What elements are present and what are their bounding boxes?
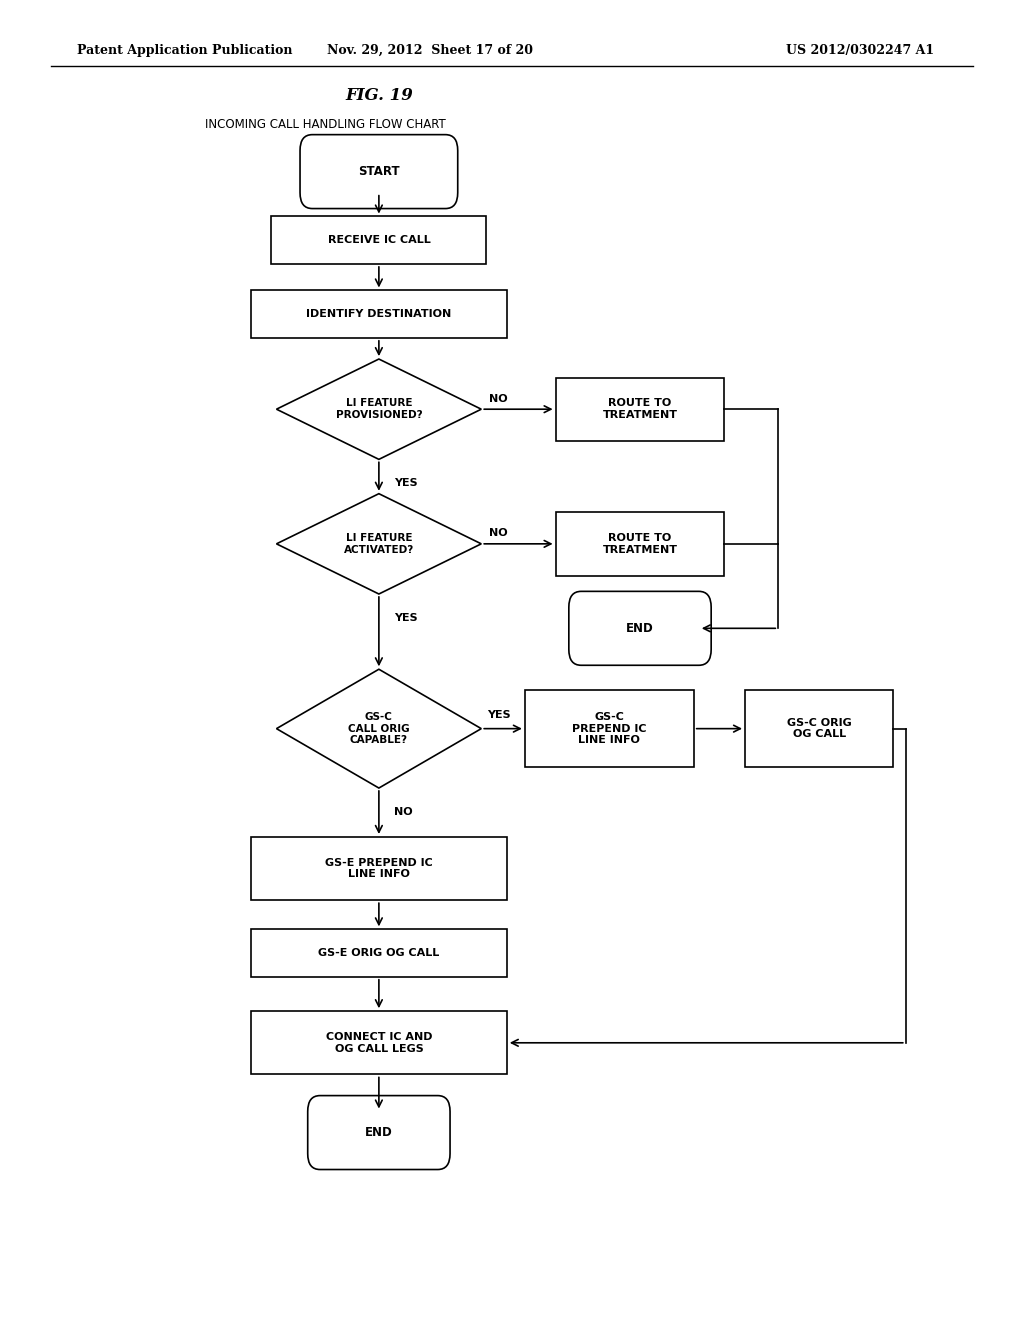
Text: ROUTE TO
TREATMENT: ROUTE TO TREATMENT: [602, 533, 678, 554]
Bar: [555, 378, 725, 441]
Text: YES: YES: [394, 478, 418, 488]
Bar: [251, 837, 507, 900]
Bar: [251, 1011, 507, 1074]
Text: RECEIVE IC CALL: RECEIVE IC CALL: [328, 235, 430, 246]
Bar: [555, 512, 725, 576]
Text: LI FEATURE
ACTIVATED?: LI FEATURE ACTIVATED?: [344, 533, 414, 554]
Text: GS-E PREPEND IC
LINE INFO: GS-E PREPEND IC LINE INFO: [325, 858, 433, 879]
Text: GS-E ORIG OG CALL: GS-E ORIG OG CALL: [318, 948, 439, 958]
Text: YES: YES: [394, 612, 418, 623]
Text: IDENTIFY DESTINATION: IDENTIFY DESTINATION: [306, 309, 452, 319]
Text: END: END: [626, 622, 654, 635]
Text: GS-C
PREPEND IC
LINE INFO: GS-C PREPEND IC LINE INFO: [572, 711, 646, 746]
Text: NO: NO: [489, 528, 508, 539]
Text: NO: NO: [394, 807, 413, 817]
Text: FIG. 19: FIG. 19: [345, 87, 413, 103]
Bar: [524, 690, 694, 767]
Polygon shape: [276, 359, 481, 459]
Bar: [745, 690, 893, 767]
Text: CONNECT IC AND
OG CALL LEGS: CONNECT IC AND OG CALL LEGS: [326, 1032, 432, 1053]
Text: ROUTE TO
TREATMENT: ROUTE TO TREATMENT: [602, 399, 678, 420]
Text: LI FEATURE
PROVISIONED?: LI FEATURE PROVISIONED?: [336, 399, 422, 420]
Bar: [251, 929, 507, 977]
Bar: [251, 290, 507, 338]
Polygon shape: [276, 494, 481, 594]
FancyBboxPatch shape: [569, 591, 711, 665]
Text: GS-C
CALL ORIG
CAPABLE?: GS-C CALL ORIG CAPABLE?: [348, 711, 410, 746]
Text: Patent Application Publication: Patent Application Publication: [77, 44, 292, 57]
Text: US 2012/0302247 A1: US 2012/0302247 A1: [786, 44, 934, 57]
Text: END: END: [365, 1126, 393, 1139]
FancyBboxPatch shape: [300, 135, 458, 209]
Polygon shape: [276, 669, 481, 788]
Text: YES: YES: [487, 710, 511, 721]
Text: GS-C ORIG
OG CALL: GS-C ORIG OG CALL: [786, 718, 852, 739]
Bar: [271, 216, 486, 264]
Text: START: START: [358, 165, 399, 178]
Text: NO: NO: [489, 393, 508, 404]
Text: INCOMING CALL HANDLING FLOW CHART: INCOMING CALL HANDLING FLOW CHART: [205, 117, 445, 131]
FancyBboxPatch shape: [307, 1096, 451, 1170]
Text: Nov. 29, 2012  Sheet 17 of 20: Nov. 29, 2012 Sheet 17 of 20: [327, 44, 534, 57]
